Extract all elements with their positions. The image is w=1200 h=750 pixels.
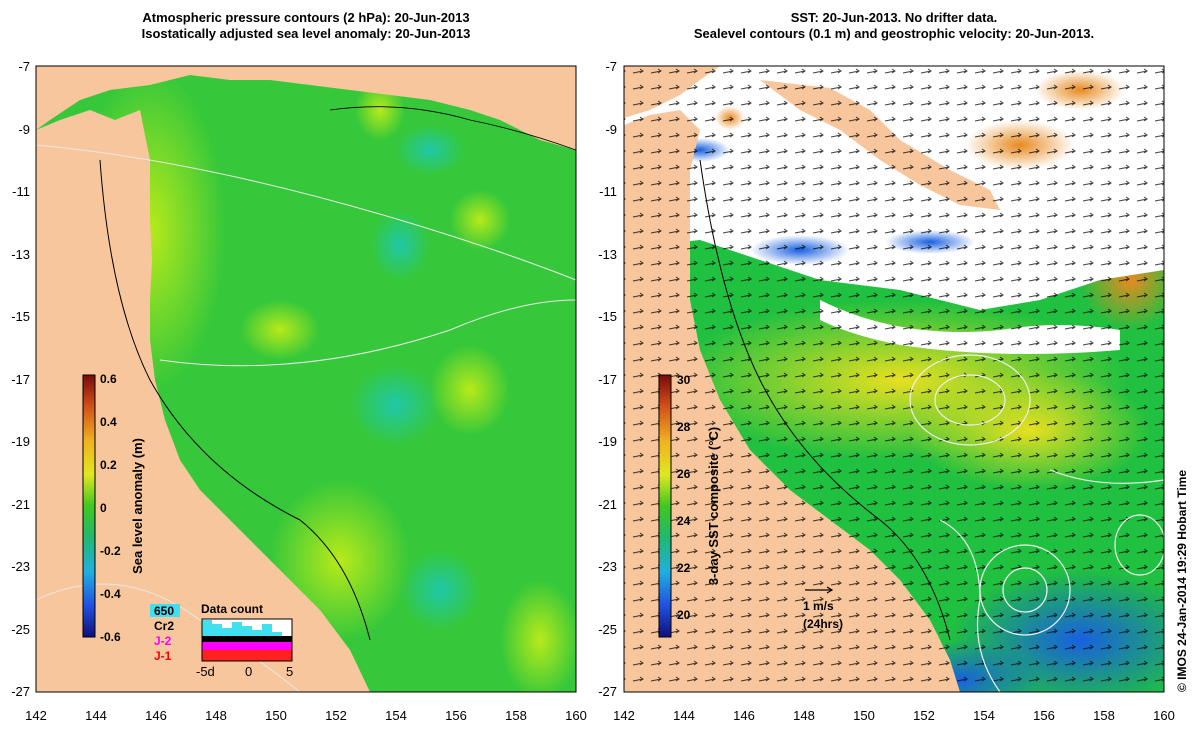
sla-tick-3: 0 [100,501,107,515]
lat-label: -15 [11,309,30,324]
lon-label: 144 [85,708,107,723]
sla-colorbar-label: Sea level anomaly (m) [130,438,145,574]
imos-credit: © IMOS 24-Jan-2014 19:29 Hobart Time [1175,470,1189,692]
lon-label: 160 [565,708,587,723]
data-count-inset: 650 Cr2 J-2 J-1 Data count -5d 0 5 [150,602,293,679]
sst-colorbar-label: 3-day SST composite (°C) [706,427,721,585]
sla-tick-6: -0.6 [100,630,121,644]
lat-label: -23 [11,559,30,574]
lon-label: 142 [613,708,635,723]
right-panel-title: SST: 20-Jun-2013. No drifter data. Seale… [624,10,1164,42]
lat-label: -17 [598,372,617,387]
velocity-scale-label: 1 m/s [803,599,834,613]
lon-label: 154 [973,708,995,723]
lon-label: 148 [793,708,815,723]
data-count-xlabel-2: 5 [286,664,293,679]
lon-label: 144 [673,708,695,723]
lon-label: 156 [1033,708,1055,723]
lon-label: 146 [145,708,167,723]
data-count-xlabel-0: -5d [196,664,215,679]
left-panel-title: Atmospheric pressure contours (2 hPa): 2… [36,10,576,42]
data-count-title: Data count [201,602,263,616]
lon-label: 142 [25,708,47,723]
lat-label: -11 [12,184,30,199]
data-count-xlabel-1: 0 [245,664,252,679]
lat-label: -9 [18,122,30,137]
sla-tick-1: 0.4 [100,415,117,429]
sla-tick-0: 0.6 [100,372,117,386]
lat-label: -27 [598,684,617,699]
lat-label: -11 [599,184,617,199]
sla-colorbar-ramp [82,374,96,638]
sla-tick-2: 0.2 [100,458,117,472]
sst-tick-0: 30 [677,373,691,387]
lon-label: 158 [505,708,527,723]
lon-label: 146 [733,708,755,723]
right-map-frame [623,65,1165,693]
lon-labels-right: 142 144 146 148 150 152 154 156 158 160 [613,708,1175,723]
sla-tick-5: -0.4 [100,587,121,601]
lon-label: 158 [1093,708,1115,723]
lon-labels-left: 142 144 146 148 150 152 154 156 158 160 [25,708,587,723]
lat-label: -27 [11,684,30,699]
lat-label: -9 [605,122,617,137]
lat-label: -21 [11,497,30,512]
left-title-line1: Atmospheric pressure contours (2 hPa): 2… [142,10,470,25]
lat-label: -25 [11,622,30,637]
legend-swatch-650 [150,604,180,617]
lat-label: -21 [598,497,617,512]
lat-label: -23 [598,559,617,574]
lon-label: 160 [1153,708,1175,723]
lon-label: 150 [265,708,287,723]
lat-label: -19 [598,434,617,449]
lat-label: -25 [598,622,617,637]
sla-colorbar: 0.6 0.4 0.2 0 -0.2 -0.4 -0.6 Sea level a… [82,372,145,644]
sst-tick-2: 26 [677,467,691,481]
velocity-scale: 1 m/s (24hrs) [803,586,843,631]
lon-label: 150 [853,708,875,723]
sst-colorbar-ramp [658,374,672,638]
lat-label: -13 [598,247,617,262]
legend-label-cr2: Cr2 [154,619,174,633]
right-map [624,66,1164,692]
lon-label: 156 [445,708,467,723]
sst-tick-5: 20 [677,608,691,622]
left-map-frame [35,65,577,693]
right-title-line1: SST: 20-Jun-2013. No drifter data. [790,10,998,25]
lat-labels-right: -7 -9 -11 -13 -15 -17 -19 -21 -23 -25 -2… [598,59,617,699]
lat-labels-left: -7 -9 -11 -13 -15 -17 -19 -21 -23 -25 -2… [11,59,30,699]
lon-label: 152 [325,708,347,723]
sst-tick-4: 22 [677,561,691,575]
sst-tick-1: 28 [677,420,691,434]
lat-label: -7 [18,59,30,74]
right-title-line2: Sealevel contours (0.1 m) and geostrophi… [693,26,1095,41]
left-map [36,66,576,692]
sst-tick-3: 24 [677,514,691,528]
lon-label: 152 [913,708,935,723]
lat-label: -15 [598,309,617,324]
data-count-bars: -5d 0 5 [196,618,293,679]
lat-label: -13 [11,247,30,262]
sst-colorbar: 30 28 26 24 22 20 3-day SST composite (°… [658,373,721,638]
lat-label: -19 [11,434,30,449]
lat-label: -7 [605,59,617,74]
sla-tick-4: -0.2 [100,544,121,558]
left-title-line2: Isostatically adjusted sea level anomaly… [141,26,471,41]
lat-label: -17 [11,372,30,387]
legend-label-j1: J-1 [154,649,172,663]
legend-label-j2: J-2 [154,634,172,648]
velocity-scale-sublabel: (24hrs) [803,617,843,631]
lon-label: 148 [205,708,227,723]
legend-label-650: 650 [154,604,174,618]
lon-label: 154 [385,708,407,723]
